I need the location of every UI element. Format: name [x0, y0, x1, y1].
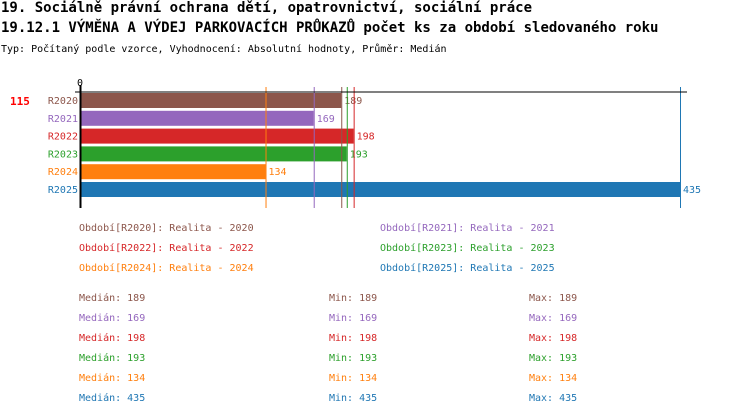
axis-zero-label: 0 — [77, 78, 83, 89]
legend-item: Období[R2022]: Realita - 2022 — [79, 242, 254, 254]
category-label: R2021 — [48, 114, 78, 125]
indicator-label: 115 — [10, 95, 30, 108]
chart-subtitle: 19.12.1 VÝMĚNA A VÝDEJ PARKOVACÍCH PRŮKA… — [1, 20, 659, 36]
stat-max: Max: 198 — [529, 333, 577, 344]
stat-min: Min: 198 — [329, 333, 377, 344]
legend-item: Období[R2023]: Realita - 2023 — [380, 242, 555, 254]
bar-R2020 — [81, 93, 342, 108]
page-title: 19. Sociálně právní ochrana dětí, opatro… — [1, 0, 533, 16]
category-label: R2020 — [48, 96, 78, 107]
stat-min: Min: 169 — [329, 313, 377, 324]
value-label: 193 — [350, 149, 368, 160]
legend-item: Období[R2021]: Realita - 2021 — [380, 222, 555, 234]
category-label: R2022 — [48, 132, 78, 143]
value-label: 435 — [683, 185, 701, 196]
stat-max: Max: 435 — [529, 393, 577, 404]
bar-R2022 — [81, 128, 354, 144]
stat-max: Max: 169 — [529, 313, 577, 324]
value-label: 134 — [269, 167, 287, 178]
value-label: 198 — [357, 132, 375, 143]
bar-R2021 — [81, 110, 314, 126]
stat-max: Max: 189 — [529, 293, 577, 304]
legend-item: Období[R2025]: Realita - 2025 — [380, 262, 555, 274]
stat-median: Medián: 435 — [79, 392, 145, 404]
stat-max: Max: 134 — [529, 373, 577, 384]
stat-median: Medián: 193 — [79, 352, 145, 364]
value-label: 169 — [317, 114, 335, 125]
category-label: R2024 — [48, 167, 78, 178]
chart-info: Typ: Počítaný podle vzorce, Vyhodnocení:… — [1, 44, 447, 55]
bar-R2024 — [81, 164, 266, 180]
legend-item: Období[R2020]: Realita - 2020 — [79, 222, 254, 234]
stat-median: Medián: 169 — [79, 312, 145, 324]
bar-R2023 — [81, 146, 347, 162]
category-label: R2023 — [48, 149, 78, 160]
legend-item: Období[R2024]: Realita - 2024 — [79, 262, 254, 274]
stat-median: Medián: 134 — [79, 372, 145, 384]
stat-median: Medián: 198 — [79, 332, 145, 344]
stat-median: Medián: 189 — [79, 292, 145, 304]
stat-min: Min: 435 — [329, 393, 377, 404]
stat-min: Min: 134 — [329, 373, 377, 384]
category-label: R2025 — [48, 185, 78, 196]
stat-max: Max: 193 — [529, 353, 577, 364]
value-label: 189 — [344, 96, 362, 107]
stat-min: Min: 189 — [329, 293, 377, 304]
stat-min: Min: 193 — [329, 353, 377, 364]
bar-R2025 — [81, 182, 680, 197]
